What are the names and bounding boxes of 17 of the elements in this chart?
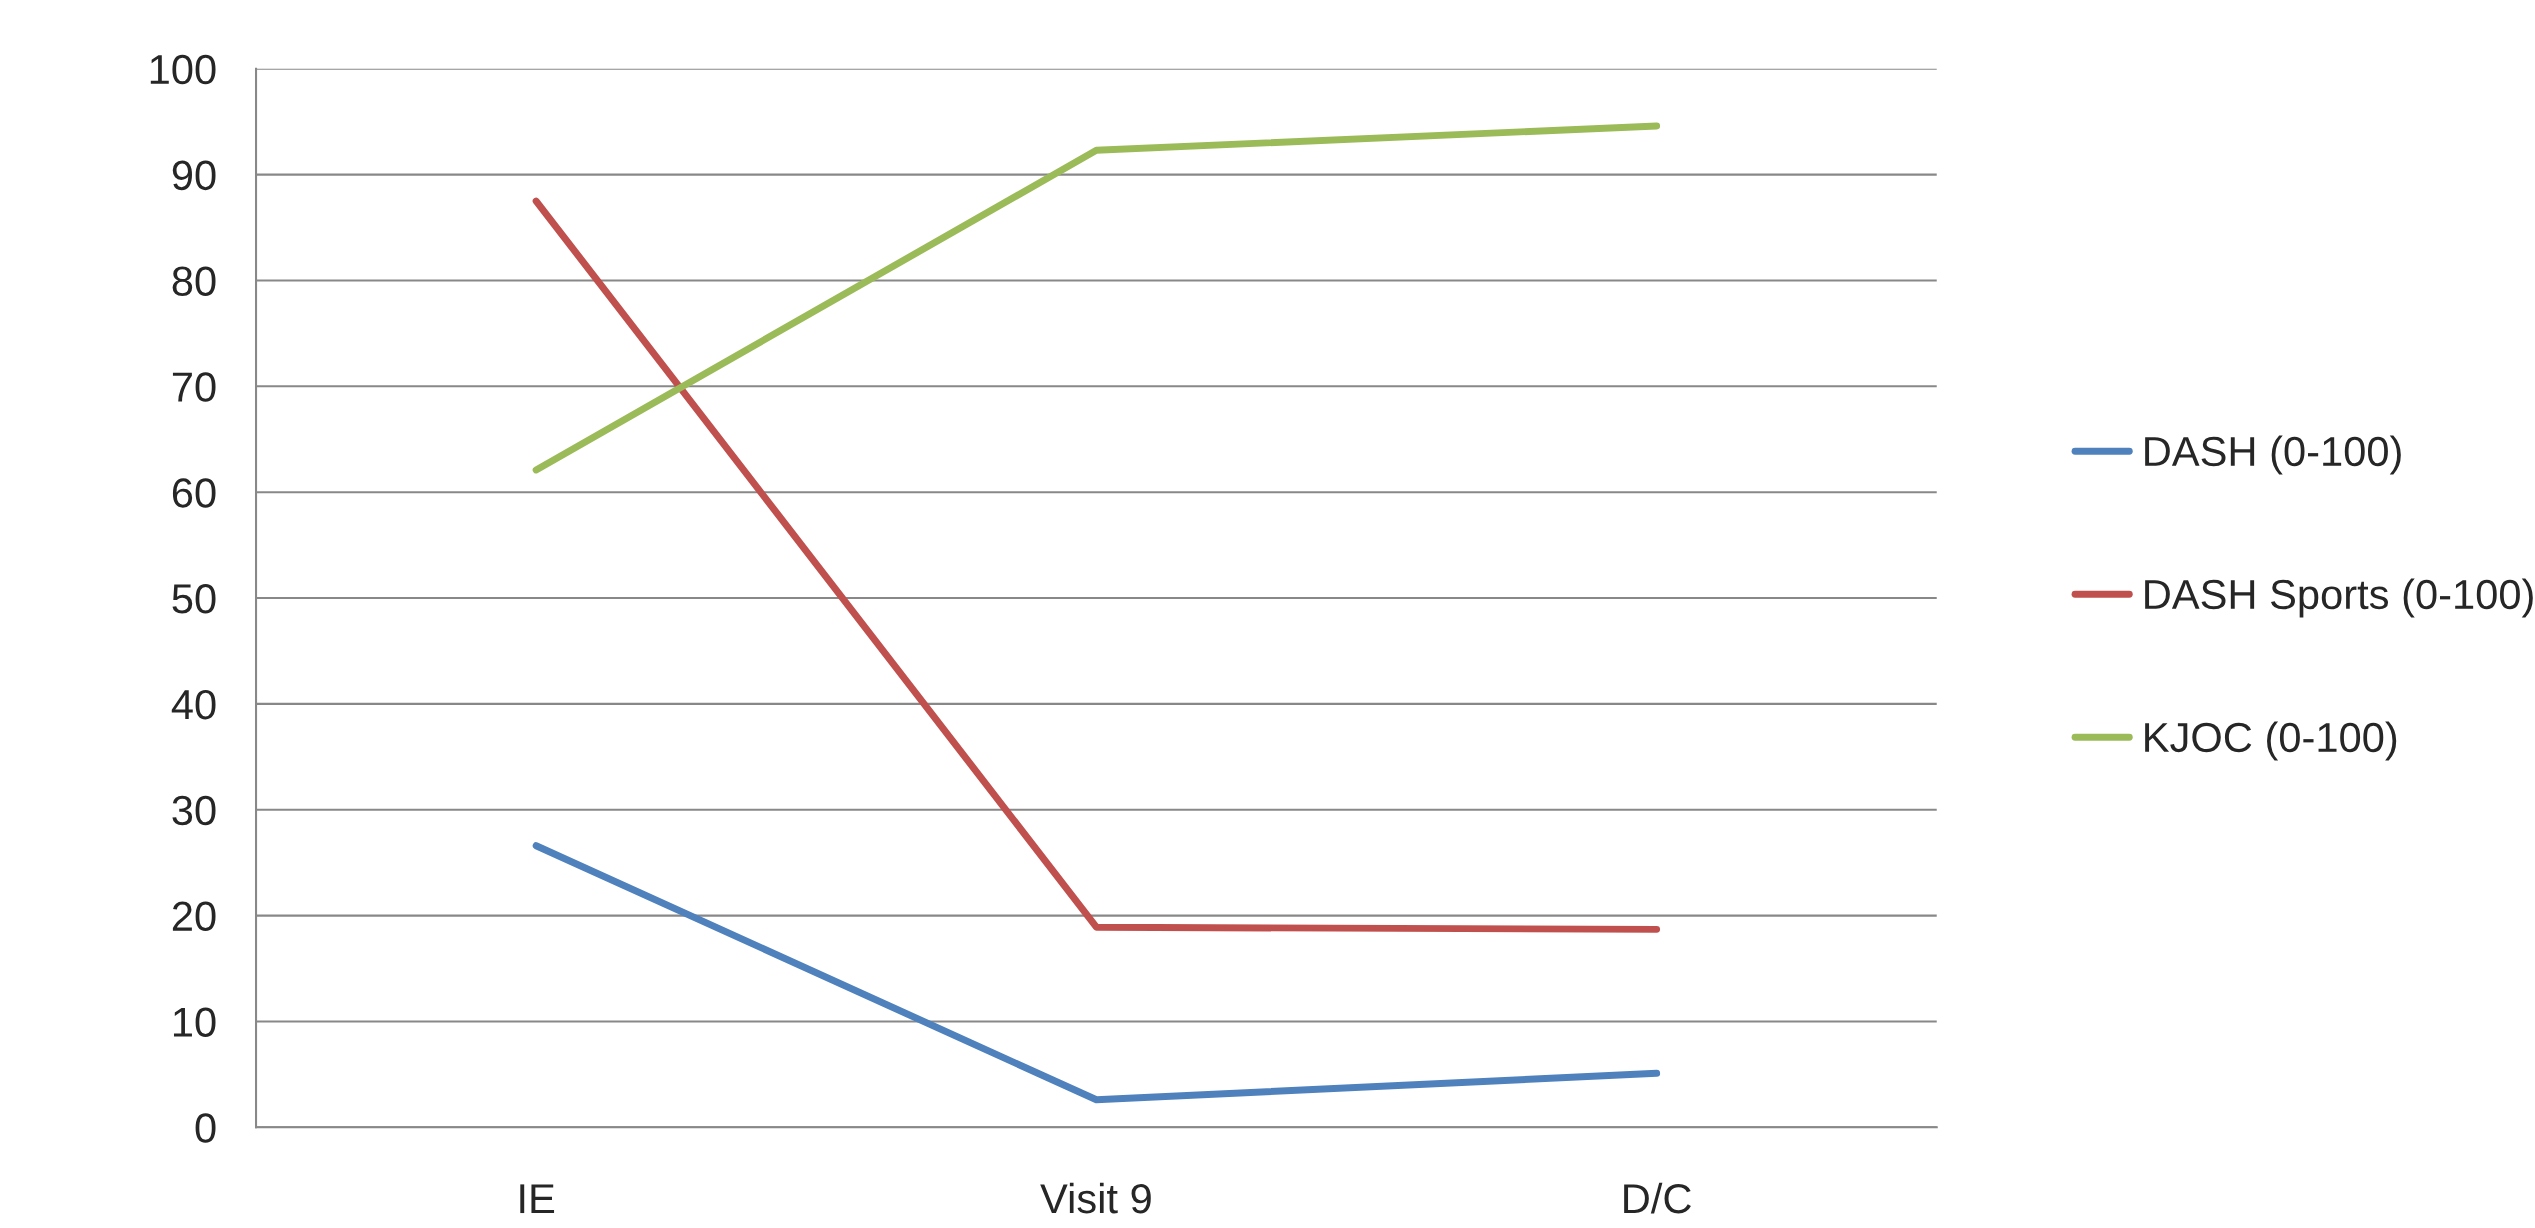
y-tick-label: 60 [172,478,216,508]
x-tick-label: D/C [1624,1182,1691,1214]
y-tick-label: 100 [150,54,216,85]
y-tick-label: 80 [172,266,216,296]
y-tick-label: 30 [172,795,216,826]
y-tick-label: 50 [172,584,216,614]
y-tick-label: 20 [172,901,216,932]
y-tick-label: 0 [195,1113,216,1143]
y-tick-label: 90 [172,160,216,191]
y-tick-label: 70 [172,372,216,402]
y-tick-label: 40 [171,689,216,720]
legend-label: DASH (0-100) [2145,435,2401,475]
x-tick-label: Visit 9 [1040,1182,1151,1214]
legend-label: DASH Sports (0-100) [2145,578,2533,618]
legend-label: KJOC (0-100) [2145,721,2397,761]
y-tick-label: 10 [173,1007,216,1037]
x-tick-label: IE [520,1184,555,1214]
